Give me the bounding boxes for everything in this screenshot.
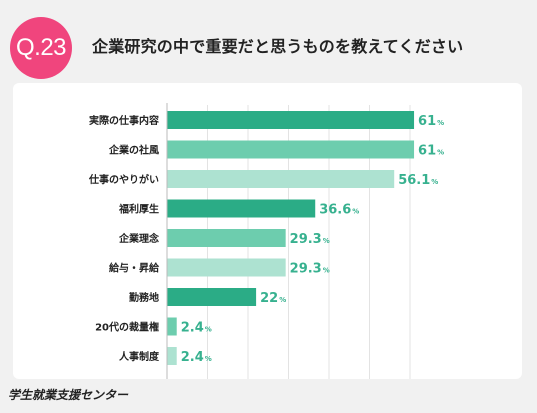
- bar-7: [167, 317, 177, 336]
- question-title: 企業研究の中で重要だと思うものを教えてください: [92, 37, 464, 56]
- value-unit-4: %: [323, 237, 330, 245]
- value-label-1: 61%: [418, 144, 444, 159]
- value-label-2: 56.1%: [398, 173, 438, 188]
- value-label-3: 36.6%: [319, 203, 359, 218]
- value-label-6: 22%: [260, 291, 286, 306]
- source-credit: 学生就業支援センター: [8, 388, 129, 402]
- bar-0: [167, 111, 415, 129]
- bar-8: [167, 347, 177, 365]
- bar-1: [167, 140, 415, 159]
- bar-5: [167, 258, 286, 277]
- value-unit-8: %: [205, 355, 212, 363]
- category-label-4: 企業理念: [118, 232, 159, 245]
- bar-4: [167, 229, 286, 247]
- value-unit-0: %: [437, 119, 444, 127]
- chart-card: 0102030405060(%)実際の仕事内容61%企業の社風61%仕事のやりが…: [13, 83, 522, 379]
- bar-chart: 0102030405060(%)実際の仕事内容61%企業の社風61%仕事のやりが…: [88, 103, 444, 379]
- value-unit-6: %: [279, 296, 286, 304]
- bar-6: [167, 288, 257, 306]
- category-label-5: 給与・昇給: [109, 262, 160, 275]
- value-unit-2: %: [431, 178, 438, 186]
- value-unit-5: %: [323, 267, 330, 275]
- value-unit-3: %: [352, 208, 359, 216]
- value-label-0: 61%: [418, 114, 444, 129]
- category-label-2: 仕事のやりがい: [88, 173, 159, 186]
- value-unit-1: %: [437, 149, 444, 157]
- bar-2: [167, 170, 395, 188]
- value-unit-7: %: [205, 326, 212, 334]
- question-number-badge: Q.23: [10, 17, 72, 79]
- value-label-5: 29.3%: [290, 262, 330, 277]
- category-label-3: 福利厚生: [118, 203, 159, 216]
- bar-3: [167, 199, 316, 218]
- value-label-4: 29.3%: [290, 232, 330, 247]
- category-label-1: 企業の社風: [108, 144, 159, 157]
- category-label-0: 実際の仕事内容: [89, 114, 159, 127]
- category-label-6: 勤務地: [129, 291, 159, 304]
- category-label-7: 20代の裁量権: [95, 321, 159, 334]
- category-label-8: 人事制度: [119, 350, 160, 363]
